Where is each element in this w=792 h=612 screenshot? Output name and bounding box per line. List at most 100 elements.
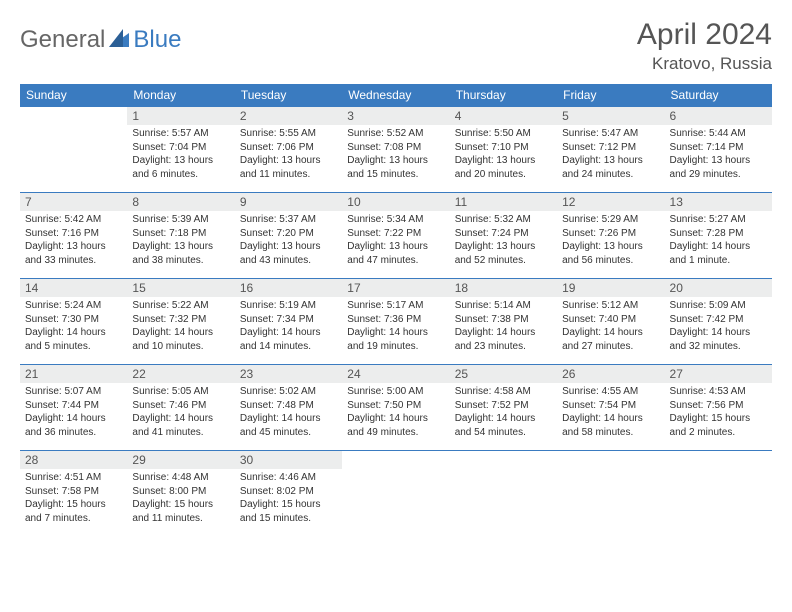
daylight-line: Daylight: 13 hours and 33 minutes. [25,240,122,267]
day-number: 15 [127,279,234,297]
sunrise-line: Sunrise: 5:19 AM [240,299,337,313]
day-number: 13 [665,193,772,211]
sunset-line: Sunset: 8:02 PM [240,485,337,499]
daylight-line: Daylight: 15 hours and 7 minutes. [25,498,122,525]
day-number: 22 [127,365,234,383]
sunset-line: Sunset: 7:08 PM [347,141,444,155]
day-details: Sunrise: 5:17 AMSunset: 7:36 PMDaylight:… [342,297,449,357]
day-details: Sunrise: 4:55 AMSunset: 7:54 PMDaylight:… [557,383,664,443]
calendar-cell: 9Sunrise: 5:37 AMSunset: 7:20 PMDaylight… [235,192,342,278]
day-number: 25 [450,365,557,383]
day-number: 29 [127,451,234,469]
day-details: Sunrise: 5:39 AMSunset: 7:18 PMDaylight:… [127,211,234,271]
sunset-line: Sunset: 7:32 PM [132,313,229,327]
day-number: 14 [20,279,127,297]
day-details: Sunrise: 4:53 AMSunset: 7:56 PMDaylight:… [665,383,772,443]
sunset-line: Sunset: 7:16 PM [25,227,122,241]
daylight-line: Daylight: 14 hours and 45 minutes. [240,412,337,439]
day-number: 20 [665,279,772,297]
day-details: Sunrise: 5:57 AMSunset: 7:04 PMDaylight:… [127,125,234,185]
sunrise-line: Sunrise: 5:55 AM [240,127,337,141]
sunset-line: Sunset: 7:26 PM [562,227,659,241]
sunrise-line: Sunrise: 5:02 AM [240,385,337,399]
sunset-line: Sunset: 7:50 PM [347,399,444,413]
calendar-week-row: 1Sunrise: 5:57 AMSunset: 7:04 PMDaylight… [20,106,772,192]
day-details: Sunrise: 5:19 AMSunset: 7:34 PMDaylight:… [235,297,342,357]
calendar-cell: 8Sunrise: 5:39 AMSunset: 7:18 PMDaylight… [127,192,234,278]
day-number: 19 [557,279,664,297]
sunrise-line: Sunrise: 4:58 AM [455,385,552,399]
daylight-line: Daylight: 13 hours and 56 minutes. [562,240,659,267]
day-details: Sunrise: 4:51 AMSunset: 7:58 PMDaylight:… [20,469,127,529]
calendar-cell: 14Sunrise: 5:24 AMSunset: 7:30 PMDayligh… [20,278,127,364]
sunset-line: Sunset: 8:00 PM [132,485,229,499]
calendar-cell: 30Sunrise: 4:46 AMSunset: 8:02 PMDayligh… [235,450,342,536]
weekday-header: Wednesday [342,84,449,106]
day-details: Sunrise: 5:27 AMSunset: 7:28 PMDaylight:… [665,211,772,271]
sunset-line: Sunset: 7:58 PM [25,485,122,499]
sunset-line: Sunset: 7:40 PM [562,313,659,327]
sunset-line: Sunset: 7:42 PM [670,313,767,327]
day-details: Sunrise: 4:48 AMSunset: 8:00 PMDaylight:… [127,469,234,529]
daylight-line: Daylight: 14 hours and 10 minutes. [132,326,229,353]
day-details: Sunrise: 5:05 AMSunset: 7:46 PMDaylight:… [127,383,234,443]
day-number: 18 [450,279,557,297]
day-number: 30 [235,451,342,469]
sunset-line: Sunset: 7:46 PM [132,399,229,413]
daylight-line: Daylight: 13 hours and 38 minutes. [132,240,229,267]
page-title: April 2024 [637,18,772,52]
calendar-week-row: 28Sunrise: 4:51 AMSunset: 7:58 PMDayligh… [20,450,772,536]
sunset-line: Sunset: 7:04 PM [132,141,229,155]
day-number: 5 [557,107,664,125]
calendar-cell: 15Sunrise: 5:22 AMSunset: 7:32 PMDayligh… [127,278,234,364]
sunset-line: Sunset: 7:10 PM [455,141,552,155]
daylight-line: Daylight: 15 hours and 2 minutes. [670,412,767,439]
calendar-cell: 24Sunrise: 5:00 AMSunset: 7:50 PMDayligh… [342,364,449,450]
calendar-cell: 2Sunrise: 5:55 AMSunset: 7:06 PMDaylight… [235,106,342,192]
calendar-week-row: 21Sunrise: 5:07 AMSunset: 7:44 PMDayligh… [20,364,772,450]
calendar-cell: 7Sunrise: 5:42 AMSunset: 7:16 PMDaylight… [20,192,127,278]
sunrise-line: Sunrise: 5:27 AM [670,213,767,227]
day-details: Sunrise: 5:09 AMSunset: 7:42 PMDaylight:… [665,297,772,357]
brand-part1: General [20,26,105,54]
day-number: 1 [127,107,234,125]
daylight-line: Daylight: 13 hours and 52 minutes. [455,240,552,267]
day-details: Sunrise: 4:58 AMSunset: 7:52 PMDaylight:… [450,383,557,443]
sunrise-line: Sunrise: 5:05 AM [132,385,229,399]
day-number: 3 [342,107,449,125]
day-details: Sunrise: 5:12 AMSunset: 7:40 PMDaylight:… [557,297,664,357]
daylight-line: Daylight: 14 hours and 5 minutes. [25,326,122,353]
day-number: 24 [342,365,449,383]
sunrise-line: Sunrise: 5:44 AM [670,127,767,141]
day-details: Sunrise: 5:32 AMSunset: 7:24 PMDaylight:… [450,211,557,271]
daylight-line: Daylight: 14 hours and 49 minutes. [347,412,444,439]
sunrise-line: Sunrise: 5:57 AM [132,127,229,141]
calendar-cell [665,450,772,536]
daylight-line: Daylight: 15 hours and 11 minutes. [132,498,229,525]
day-number: 8 [127,193,234,211]
day-details: Sunrise: 5:24 AMSunset: 7:30 PMDaylight:… [20,297,127,357]
sunrise-line: Sunrise: 4:53 AM [670,385,767,399]
sunset-line: Sunset: 7:22 PM [347,227,444,241]
calendar-cell: 27Sunrise: 4:53 AMSunset: 7:56 PMDayligh… [665,364,772,450]
sunset-line: Sunset: 7:52 PM [455,399,552,413]
calendar-cell: 12Sunrise: 5:29 AMSunset: 7:26 PMDayligh… [557,192,664,278]
sunset-line: Sunset: 7:56 PM [670,399,767,413]
calendar-cell: 10Sunrise: 5:34 AMSunset: 7:22 PMDayligh… [342,192,449,278]
sunrise-line: Sunrise: 5:07 AM [25,385,122,399]
sunset-line: Sunset: 7:28 PM [670,227,767,241]
daylight-line: Daylight: 14 hours and 14 minutes. [240,326,337,353]
sunrise-line: Sunrise: 5:12 AM [562,299,659,313]
weekday-header: Sunday [20,84,127,106]
day-details: Sunrise: 5:34 AMSunset: 7:22 PMDaylight:… [342,211,449,271]
calendar-cell: 20Sunrise: 5:09 AMSunset: 7:42 PMDayligh… [665,278,772,364]
sunset-line: Sunset: 7:18 PM [132,227,229,241]
calendar-week-row: 7Sunrise: 5:42 AMSunset: 7:16 PMDaylight… [20,192,772,278]
sunset-line: Sunset: 7:48 PM [240,399,337,413]
day-number: 21 [20,365,127,383]
daylight-line: Daylight: 13 hours and 24 minutes. [562,154,659,181]
calendar-cell: 25Sunrise: 4:58 AMSunset: 7:52 PMDayligh… [450,364,557,450]
weekday-header: Monday [127,84,234,106]
day-number: 2 [235,107,342,125]
sunrise-line: Sunrise: 5:42 AM [25,213,122,227]
